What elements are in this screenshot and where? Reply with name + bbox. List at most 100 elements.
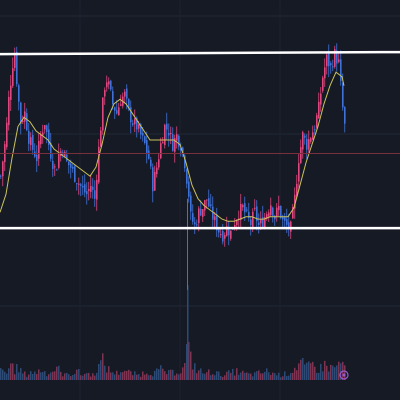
volume-bar <box>212 374 214 380</box>
volume-bar <box>330 364 332 380</box>
volume-bar <box>50 372 52 380</box>
volume-bar <box>34 371 36 380</box>
volume-bar <box>266 368 268 380</box>
volume-bar <box>302 357 304 380</box>
candle-body <box>114 107 116 111</box>
candle-body <box>188 181 190 197</box>
candle-body <box>212 206 214 220</box>
volume-bar <box>322 371 324 380</box>
volume-bar <box>214 375 216 380</box>
volume-bar <box>224 375 226 380</box>
volume-bar <box>218 371 220 380</box>
event-markers[interactable] <box>339 370 349 380</box>
volume-bar <box>86 373 88 380</box>
volume-bar <box>104 365 106 380</box>
candle-body <box>170 132 172 134</box>
volume-bar <box>200 368 202 380</box>
candle-body <box>340 59 342 81</box>
candle-body <box>216 214 218 231</box>
candle-body <box>40 134 42 145</box>
candle-body <box>284 216 286 221</box>
volume-bar <box>56 366 58 380</box>
candle-body <box>214 216 216 221</box>
volume-bar <box>120 372 122 380</box>
candle-body <box>64 151 66 158</box>
volume-bar <box>300 359 302 380</box>
candle-body <box>250 219 252 226</box>
candle-body <box>52 160 54 170</box>
candle-body <box>300 147 302 163</box>
volume-bar <box>246 372 248 380</box>
candle-body <box>204 200 206 211</box>
volume-bar <box>110 372 112 380</box>
volume-bar <box>308 361 310 380</box>
candle-body <box>56 169 58 171</box>
volume-bar <box>48 374 50 380</box>
candle-body <box>320 93 322 105</box>
volume-bar <box>264 371 266 380</box>
candle-body <box>260 219 262 224</box>
volume-bar <box>54 371 56 380</box>
volume-bar <box>156 368 158 380</box>
volume-bar <box>144 374 146 380</box>
volume-bar <box>42 372 44 380</box>
price-levels[interactable] <box>0 50 400 230</box>
volume-bar <box>32 373 34 380</box>
candle-body <box>176 134 178 141</box>
volume-bar <box>92 373 94 380</box>
volume-bar <box>276 375 278 380</box>
candle-body <box>160 143 162 159</box>
volume-bar <box>58 365 60 380</box>
volume-bar <box>112 372 114 380</box>
candle-body <box>84 184 86 193</box>
volume-bar <box>298 363 300 380</box>
volume-bar <box>20 368 22 380</box>
volume-bar <box>52 371 54 380</box>
volume-bar <box>106 372 108 380</box>
volume-bar <box>154 370 156 380</box>
candle-body <box>308 139 310 150</box>
candle-body <box>310 138 312 142</box>
resistance-line[interactable] <box>0 50 400 56</box>
volume-bar <box>338 361 340 380</box>
candle-body <box>48 129 50 146</box>
volume-bar <box>124 370 126 380</box>
volume-bar <box>18 372 20 380</box>
volume-bar <box>294 367 296 380</box>
volume-bar <box>184 363 186 380</box>
volume-bar <box>230 372 232 380</box>
candle-body <box>222 231 224 242</box>
volume-bar <box>128 369 130 380</box>
volume-bar <box>88 372 90 380</box>
candle-body <box>208 198 210 207</box>
candle-body <box>88 189 90 191</box>
volume-bar <box>262 373 264 380</box>
candle-body <box>74 166 76 182</box>
candle-body <box>20 102 22 124</box>
volume-bar <box>118 374 120 380</box>
volume-bar <box>72 374 74 380</box>
volume-bar <box>250 373 252 380</box>
candle-body <box>86 191 88 195</box>
candle-body <box>42 132 44 136</box>
volume-bar <box>76 369 78 380</box>
volume-bar <box>44 371 46 380</box>
volume-bar <box>286 375 288 380</box>
volume-bar <box>180 373 182 380</box>
candle-body <box>262 217 264 228</box>
volume-bar <box>74 373 76 380</box>
volume-bar <box>244 372 246 380</box>
volume-bar <box>0 368 2 380</box>
candle-body <box>36 154 38 162</box>
candle-body <box>326 54 328 67</box>
event-circle-icon[interactable] <box>339 370 349 380</box>
volume-bar <box>274 373 276 380</box>
volume-bar <box>258 370 260 380</box>
volume-bar <box>252 376 254 380</box>
volume-bar <box>62 376 64 380</box>
volume-bar <box>186 343 188 380</box>
volume-bar <box>272 372 274 380</box>
